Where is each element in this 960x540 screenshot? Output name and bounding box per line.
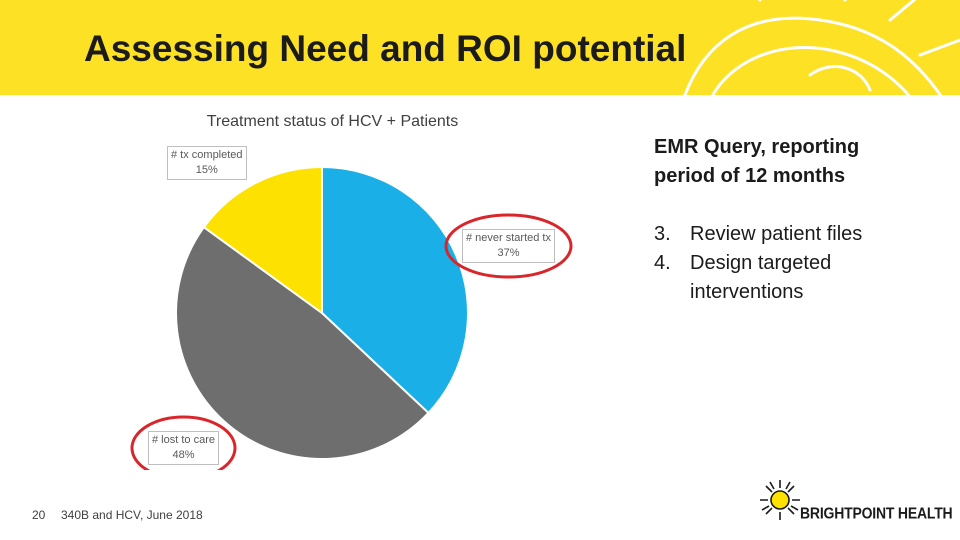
- list-item: 3. Review patient files: [654, 220, 862, 249]
- step-number: 4.: [654, 252, 671, 274]
- slice-label-text: # tx completed: [171, 149, 243, 161]
- title-banner: [0, 0, 960, 95]
- slice-value-text: 37%: [497, 247, 520, 259]
- highlight-circle: [444, 213, 573, 279]
- list-item: 4. Design targeted: [654, 249, 862, 278]
- step-text: Design targeted: [690, 252, 832, 274]
- slice-value-text: 48%: [172, 449, 195, 461]
- step-number: [654, 278, 690, 307]
- step-list: 3. Review patient files 4. Design target…: [654, 220, 862, 307]
- data-label-tx-completed: # tx completed 15%: [167, 146, 247, 180]
- sun-decoration-icon: [683, 0, 960, 95]
- step-number: 3.: [654, 223, 671, 245]
- slice-label-text: # lost to care: [152, 434, 215, 446]
- chart-title: Treatment status of HCV + Patients: [206, 113, 459, 130]
- list-item: interventions: [654, 278, 862, 307]
- step-text: Review patient files: [690, 223, 863, 245]
- query-heading-line: period of 12 months: [654, 165, 846, 187]
- brightpoint-logo: BRIGHTPOINT HEALTH: [758, 478, 953, 528]
- query-heading-line: EMR Query, reporting: [654, 136, 860, 158]
- pie-slice-1: [175, 225, 430, 460]
- logo-text: BRIGHTPOINT HEALTH: [800, 503, 953, 523]
- data-label-never-started: # never started tx 37%: [462, 229, 555, 263]
- pie-chart: [130, 165, 573, 470]
- pie-slice-0: [321, 165, 469, 415]
- slide-title: Assessing Need and ROI potential: [84, 28, 687, 69]
- slice-label-text: # never started tx: [466, 232, 551, 244]
- footer-text: 340B and HCV, June 2018: [61, 508, 203, 522]
- pie-slice-2: [202, 165, 323, 315]
- step-text: interventions: [690, 281, 804, 303]
- query-heading: EMR Query, reporting period of 12 months: [654, 133, 859, 191]
- sun-icon: [760, 480, 800, 520]
- data-label-lost-to-care: # lost to care 48%: [148, 431, 219, 465]
- slice-value-text: 15%: [195, 164, 218, 176]
- page-number: 20: [32, 508, 46, 522]
- highlight-circle: [130, 415, 237, 470]
